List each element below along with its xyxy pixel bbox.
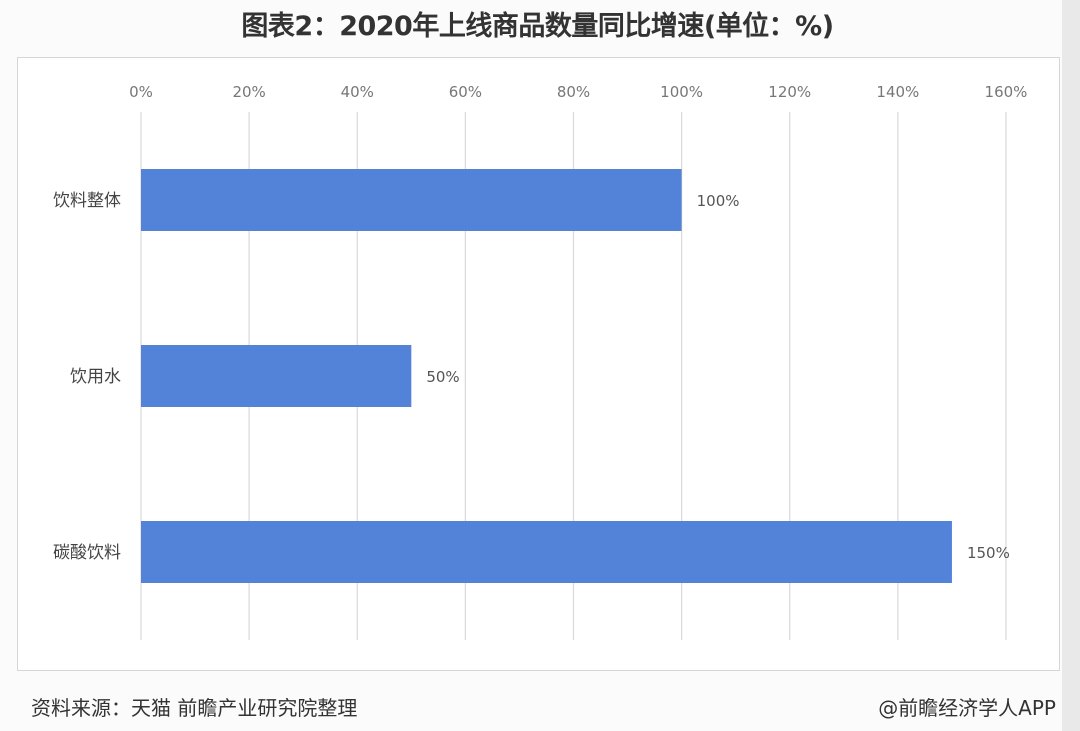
x-tick-label: 60% xyxy=(449,83,482,101)
x-tick-label: 40% xyxy=(341,83,374,101)
x-tick-label: 0% xyxy=(129,83,153,101)
x-tick-label: 120% xyxy=(768,83,811,101)
x-tick-label: 20% xyxy=(232,83,265,101)
data-label: 50% xyxy=(426,368,459,386)
category-label: 碳酸饮料 xyxy=(53,543,121,563)
source-note: 资料来源：天猫 前瞻产业研究院整理 xyxy=(31,696,358,720)
chart-title: 图表2：2020年上线商品数量同比增速(单位：%) xyxy=(241,11,834,42)
page-edge xyxy=(1062,0,1080,731)
data-label: 100% xyxy=(697,192,740,210)
brand-credit: @前瞻经济学人APP xyxy=(878,696,1056,720)
category-label: 饮用水 xyxy=(70,367,121,387)
bar xyxy=(141,521,952,583)
category-label: 饮料整体 xyxy=(53,191,121,211)
x-tick-label: 80% xyxy=(557,83,590,101)
x-tick-label: 160% xyxy=(985,83,1028,101)
bar xyxy=(141,345,412,407)
x-tick-label: 140% xyxy=(876,83,919,101)
x-tick-label: 100% xyxy=(660,83,703,101)
data-label: 150% xyxy=(967,544,1010,562)
bar xyxy=(141,169,682,231)
